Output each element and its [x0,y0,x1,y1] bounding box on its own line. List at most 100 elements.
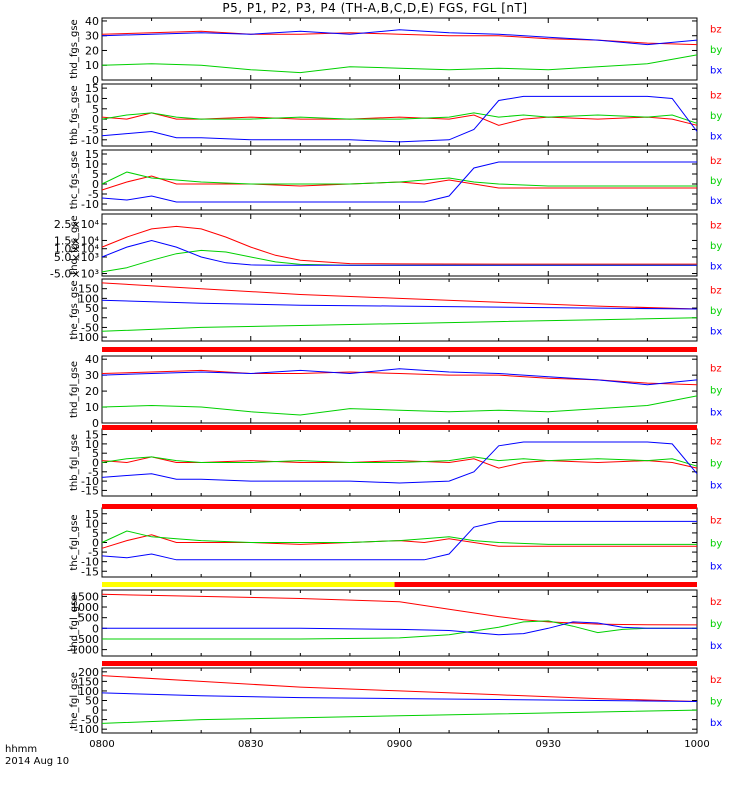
series-bz [101,282,698,310]
series-by [101,249,697,273]
date-label: 2014 Aug 10 [5,756,69,767]
page-title: P5, P1, P2, P3, P4 (TH-A,B,C,D,E) FGS, F… [222,1,528,15]
y-tick-label: -5 [88,546,99,559]
y-tick-label: 5 [92,527,99,540]
y-tick-label: 500 [78,612,99,625]
y-tick-label: 2.5×10⁴ [54,218,100,231]
legend-by: by [710,386,722,397]
y-tick-label: 100 [78,685,99,698]
y-tick-label: 15 [85,82,99,95]
flag-bar [102,661,697,666]
y-tick-label: 10 [85,438,99,451]
y-tick-label: 150 [78,283,99,296]
y-tick-label: 15 [85,429,99,442]
panel-frame [101,213,698,277]
y-tick-label: -10 [81,198,99,211]
y-tick-label: -10 [81,475,99,488]
y-tick-label: 0 [92,457,99,470]
y-tick-label: 15 [85,148,99,161]
y-tick-label: -500 [74,633,99,646]
legend-by: by [710,241,722,252]
legend-bz: bz [710,597,722,608]
legend-bx: bx [710,561,722,572]
legend-by: by [710,459,722,470]
legend-bx: bx [710,131,722,142]
legend-bx: bx [710,65,722,76]
series-by [101,112,698,124]
series-bx [101,239,697,266]
y-tick-label: 0 [92,74,99,87]
series-bz [101,593,698,626]
y-axis-label: thd_fgs_gse [69,19,80,78]
series-bx [101,520,697,561]
series-bz [101,225,697,265]
y-tick-label: 0 [92,178,99,191]
y-tick-label: -10 [81,556,99,569]
y-tick-label: 0 [92,113,99,126]
panel-frame [101,149,698,211]
flag-segment [102,661,697,666]
legend-bx: bx [710,261,722,272]
series-by [101,171,697,187]
legend-by: by [710,306,722,317]
y-tick-label: 10 [85,517,99,530]
legend-bz: bz [710,221,722,232]
y-tick-label: 30 [85,369,99,382]
y-tick-label: 5.0×10³ [54,251,99,264]
time-axis: 0800 0830 0900 0930 1000 [89,739,709,750]
x-tick-label: 0830 [238,739,263,750]
flag-bar [102,347,697,352]
y-tick-label: -5 [88,123,99,136]
y-tick-label: 10 [85,92,99,105]
series-bz [101,534,697,549]
series-bx [101,692,698,702]
series-by [101,317,698,332]
flag-segment [102,425,697,430]
legend-by: by [710,619,722,630]
series-by [101,395,698,416]
y-tick-label: 50 [85,302,99,315]
y-tick-label: 10 [85,401,99,414]
y-axis-label: thb_fgs_gse [69,85,80,144]
series-bx [101,441,698,484]
y-axis-label: thd_fgl_gse [69,361,80,418]
series-by [102,620,697,640]
y-tick-label: -50 [81,321,99,334]
y-tick-label: 0 [92,537,99,550]
legend-bx: bx [710,196,722,207]
legend-bz: bz [710,25,722,36]
y-tick-label: 20 [85,385,99,398]
legend-bz: bz [710,675,722,686]
y-axis-label: thd_fgs_gse [69,215,80,274]
y-tick-label: -1000 [67,644,99,657]
legend-by: by [710,111,722,122]
y-tick-label: 1.0×10⁴ [54,243,100,256]
y-tick-label: 0 [92,312,99,325]
panel-6: 40 30 20 10 0 thd_fgl_gse bz by bx [69,353,722,430]
legend-by: by [710,697,722,708]
y-tick-label: -5 [88,466,99,479]
series-by [101,530,697,545]
legend-bz: bz [710,91,722,102]
panel-frame [101,355,698,424]
legend-bx: bx [710,481,722,492]
y-tick-label: -15 [81,484,99,497]
legend-by: by [710,45,722,56]
y-tick-label: 10 [85,158,99,171]
y-tick-label: 0 [92,417,99,430]
series-bz [101,175,697,191]
y-tick-label: 50 [85,695,99,708]
series-bx [101,29,698,46]
flag-segment [394,582,697,587]
y-tick-label: 150 [78,675,99,688]
legend-bx: bx [710,641,722,652]
legend-bz: bz [710,286,722,297]
series-bx [101,368,698,386]
